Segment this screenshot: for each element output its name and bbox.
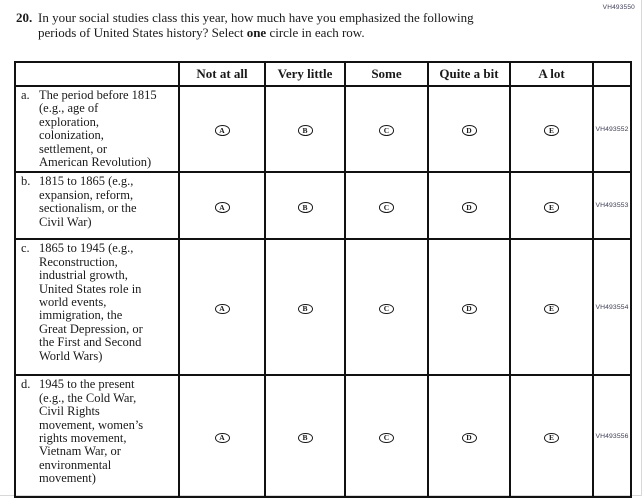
question-line1: In your social studies class this year, … xyxy=(38,10,474,25)
answer-bubble-b[interactable]: B xyxy=(297,432,313,444)
answer-bubble-e[interactable]: E xyxy=(544,202,559,213)
accession-code: VH493550 xyxy=(602,4,635,11)
option-cell: A xyxy=(178,171,266,241)
table-row: c. 1865 to 1945 (e.g., Reconstruction, i… xyxy=(14,238,632,377)
option-cell: E xyxy=(509,171,594,241)
answer-bubble-e[interactable]: E xyxy=(544,432,559,444)
option-cell: B xyxy=(264,238,346,377)
answer-bubble-b[interactable]: B xyxy=(297,303,313,315)
header-row: Not at all Very little Some Quite a bit … xyxy=(14,61,632,87)
column-header-very-little: Very little xyxy=(264,61,346,87)
option-cell: D xyxy=(427,84,511,174)
table-row: a. The period before 1815 (e.g., age of … xyxy=(14,84,632,174)
row-label-cell: d. 1945 to the present (e.g., the Cold W… xyxy=(14,374,180,498)
answer-bubble-d[interactable]: D xyxy=(461,432,477,444)
option-cell: B xyxy=(264,84,346,174)
row-item-text: The period before 1815 (e.g., age of exp… xyxy=(39,88,157,170)
row-accession-code: VH493553 xyxy=(592,171,632,241)
row-label-cell: b. 1815 to 1865 (e.g., expansion, reform… xyxy=(14,171,180,241)
answer-bubble-c[interactable]: C xyxy=(379,432,394,444)
option-cell: B xyxy=(264,374,346,498)
row-item-letter: b. xyxy=(21,174,31,189)
option-cell: D xyxy=(427,238,511,377)
row-label-cell: c. 1865 to 1945 (e.g., Reconstruction, i… xyxy=(14,238,180,377)
column-header-quite-a-bit: Quite a bit xyxy=(427,61,511,87)
answer-bubble-c[interactable]: C xyxy=(379,202,394,213)
row-label-cell: a. The period before 1815 (e.g., age of … xyxy=(14,84,180,174)
answer-bubble-b[interactable]: B xyxy=(297,125,313,136)
option-cell: D xyxy=(427,374,511,498)
row-accession-code: VH493556 xyxy=(592,374,632,498)
answer-bubble-d[interactable]: D xyxy=(461,125,477,136)
option-cell: E xyxy=(509,84,594,174)
answer-bubble-a[interactable]: A xyxy=(214,432,230,444)
answer-bubble-c[interactable]: C xyxy=(379,303,394,315)
question-block: 20. In your social studies class this ye… xyxy=(16,10,596,40)
option-cell: E xyxy=(509,374,594,498)
table-row: d. 1945 to the present (e.g., the Cold W… xyxy=(14,374,632,498)
option-cell: E xyxy=(509,238,594,377)
answer-bubble-d[interactable]: D xyxy=(461,202,477,213)
question-line2-bold: one xyxy=(246,25,267,40)
row-item-text: 1945 to the present (e.g., the Cold War,… xyxy=(39,377,144,486)
row-item-text: 1815 to 1865 (e.g., expansion, reform, s… xyxy=(39,174,137,229)
row-item-letter: c. xyxy=(21,241,30,256)
option-cell: A xyxy=(178,84,266,174)
answer-bubble-a[interactable]: A xyxy=(214,125,230,136)
column-header-not-at-all: Not at all xyxy=(178,61,266,87)
column-header-a-lot: A lot xyxy=(509,61,594,87)
option-cell: A xyxy=(178,238,266,377)
row-accession-code: VH493554 xyxy=(592,238,632,377)
header-empty-label xyxy=(14,61,180,87)
answer-bubble-a[interactable]: A xyxy=(214,303,230,315)
answer-bubble-b[interactable]: B xyxy=(297,202,313,213)
question-number: 20. xyxy=(16,10,33,25)
answer-bubble-d[interactable]: D xyxy=(461,303,477,315)
question-line2-pre: periods of United States history? Select xyxy=(38,25,244,40)
answer-bubble-a[interactable]: A xyxy=(214,202,230,213)
question-line2-post: circle in each row. xyxy=(269,25,365,40)
option-cell: B xyxy=(264,171,346,241)
row-item-text: 1865 to 1945 (e.g., Reconstruction, indu… xyxy=(39,241,143,363)
option-cell: C xyxy=(344,84,429,174)
option-cell: C xyxy=(344,374,429,498)
answer-bubble-e[interactable]: E xyxy=(544,303,559,315)
column-header-some: Some xyxy=(344,61,429,87)
answer-bubble-e[interactable]: E xyxy=(544,125,559,136)
row-item-letter: a. xyxy=(21,88,30,102)
option-cell: D xyxy=(427,171,511,241)
option-cell: C xyxy=(344,238,429,377)
header-empty-code xyxy=(592,61,632,87)
response-matrix-table: Not at all Very little Some Quite a bit … xyxy=(14,61,632,498)
row-item-letter: d. xyxy=(21,377,31,392)
question-text: In your social studies class this year, … xyxy=(38,10,474,40)
option-cell: C xyxy=(344,171,429,241)
option-cell: A xyxy=(178,374,266,498)
table-row: b. 1815 to 1865 (e.g., expansion, reform… xyxy=(14,171,632,241)
row-accession-code: VH493552 xyxy=(592,84,632,174)
answer-bubble-c[interactable]: C xyxy=(379,125,394,136)
